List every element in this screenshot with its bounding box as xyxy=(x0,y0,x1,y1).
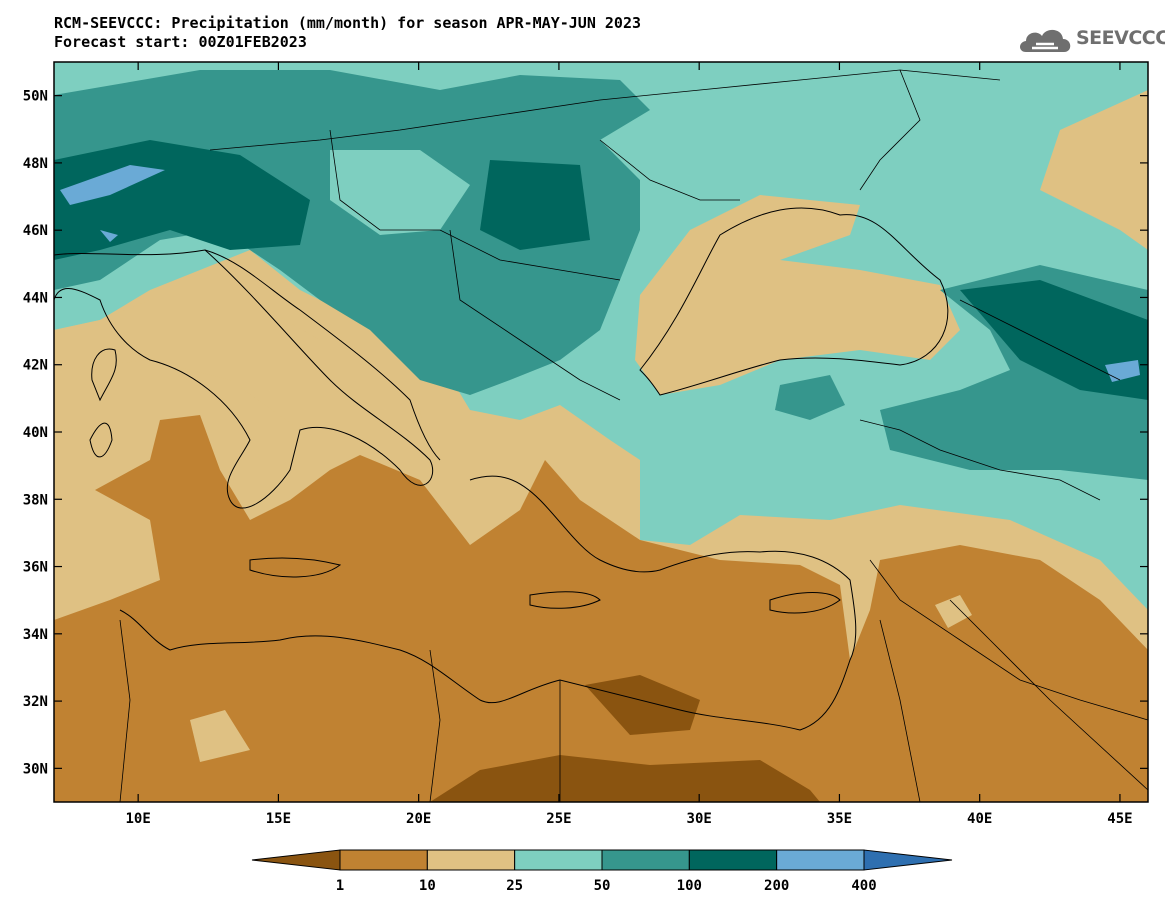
lon-tick-label: 40E xyxy=(967,811,992,827)
black-sea-dry-area xyxy=(635,195,960,395)
syria-tan-spot xyxy=(935,595,972,628)
colorbar-label: 200 xyxy=(764,878,789,894)
logo-text: SEEVCCC xyxy=(1076,27,1165,49)
lat-tick-label: 46N xyxy=(23,223,48,239)
chart-title: RCM-SEEVCCC: Precipitation (mm/month) fo… xyxy=(54,14,641,52)
colorbar-segment-max xyxy=(863,849,953,871)
lon-tick-label: 35E xyxy=(827,811,852,827)
colorbar-segment xyxy=(339,849,428,871)
lat-tick-label: 32N xyxy=(23,694,48,710)
colorbar-segment xyxy=(514,849,603,871)
pannonian-lighter-area xyxy=(330,150,470,235)
lat-tick-label: 38N xyxy=(23,492,48,508)
colorbar-label: 400 xyxy=(851,878,876,894)
lon-tick-label: 20E xyxy=(406,811,431,827)
axis-ticks: 10E 15E 20E 25E 30E 35E 40E 45E 30N 32N 34N 36N 38N 4… xyxy=(23,62,1148,827)
lon-tick-label: 15E xyxy=(266,811,291,827)
lat-tick-label: 36N xyxy=(23,560,48,576)
colorbar-label: 100 xyxy=(677,878,702,894)
country-borders xyxy=(119,69,1148,802)
colorbar-label: 25 xyxy=(506,878,523,894)
class-below-1-egypt xyxy=(585,675,700,735)
coastlines xyxy=(54,207,949,731)
class-1-10 xyxy=(54,415,1148,802)
title-line-2: Forecast start: 00Z01FEB2023 xyxy=(54,33,307,51)
colorbar-label: 50 xyxy=(594,878,611,894)
colorbar-segment xyxy=(776,849,865,871)
class-200-400-alps xyxy=(60,165,165,205)
colorbar-segment-min xyxy=(251,849,341,871)
class-50-100-anatolia xyxy=(775,375,845,420)
lon-tick-label: 25E xyxy=(546,811,571,827)
colorbar-segment xyxy=(601,849,690,871)
libya-tan-spot xyxy=(190,710,250,762)
lat-tick-label: 44N xyxy=(23,290,48,306)
class-below-1-south xyxy=(430,755,820,802)
colorbar-segment xyxy=(426,849,516,871)
colorbar-label: 10 xyxy=(419,878,436,894)
precipitation-field xyxy=(54,62,1148,802)
lon-tick-label: 10E xyxy=(126,811,151,827)
lon-tick-label: 30E xyxy=(687,811,712,827)
title-line-1: RCM-SEEVCCC: Precipitation (mm/month) fo… xyxy=(54,14,641,32)
lat-tick-label: 34N xyxy=(23,627,48,643)
lon-tick-label: 45E xyxy=(1107,811,1132,827)
cloud-icon xyxy=(1020,29,1071,52)
lat-tick-label: 30N xyxy=(23,761,48,777)
class-100-200-carpathians xyxy=(480,160,590,250)
class-200-400-alps-spot xyxy=(100,230,118,242)
class-100-200-caucasus xyxy=(960,280,1148,400)
colorbar-label: 1 xyxy=(336,878,344,894)
colorbar-segment xyxy=(688,849,778,871)
lat-tick-label: 50N xyxy=(23,89,48,105)
italy-dry-area xyxy=(54,300,430,470)
seevccc-logo: SEEVCCC xyxy=(1018,22,1165,58)
lat-tick-label: 48N xyxy=(23,156,48,172)
lat-tick-label: 42N xyxy=(23,358,48,374)
lat-tick-label: 40N xyxy=(23,425,48,441)
colorbar: 1 10 25 50 100 200 400 xyxy=(251,849,953,894)
